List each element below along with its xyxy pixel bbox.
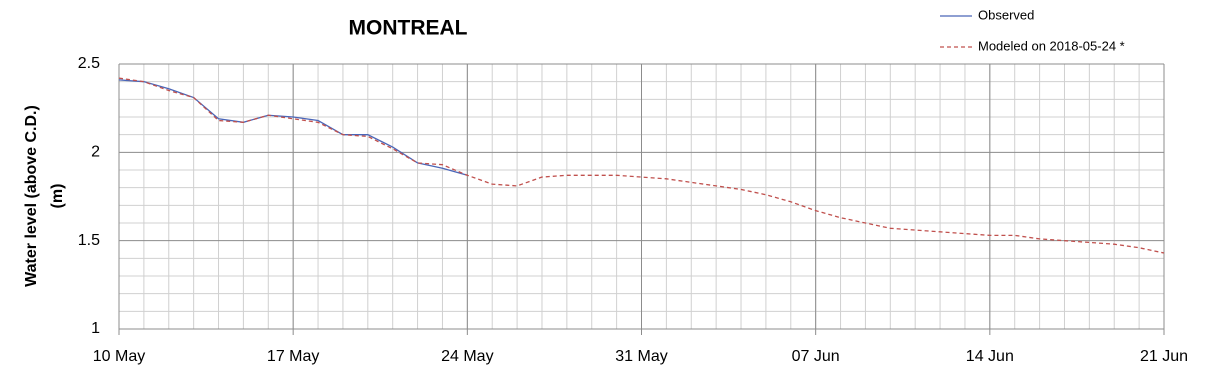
y-axis-label: (m): [49, 184, 66, 209]
x-tick-label: 21 Jun: [1140, 348, 1188, 365]
x-tick-label: 10 May: [93, 348, 145, 365]
y-tick-label: 2.5: [78, 55, 100, 72]
x-tick-label: 24 May: [441, 348, 493, 365]
y-tick-label: 1.5: [78, 232, 100, 249]
x-tick-label: 31 May: [615, 348, 667, 365]
legend-label: Modeled on 2018-05-24 *: [978, 38, 1125, 53]
x-tick-label: 07 Jun: [792, 348, 840, 365]
y-axis-label: Water level (above C.D.): [23, 105, 40, 287]
y-tick-label: 2: [91, 144, 100, 161]
chart-title: MONTREAL: [349, 17, 468, 40]
x-tick-label: 17 May: [267, 348, 319, 365]
y-tick-label: 1: [91, 320, 100, 337]
series-line: [118, 77, 1165, 254]
x-tick-label: 14 Jun: [966, 348, 1014, 365]
legend-label: Observed: [978, 7, 1034, 22]
